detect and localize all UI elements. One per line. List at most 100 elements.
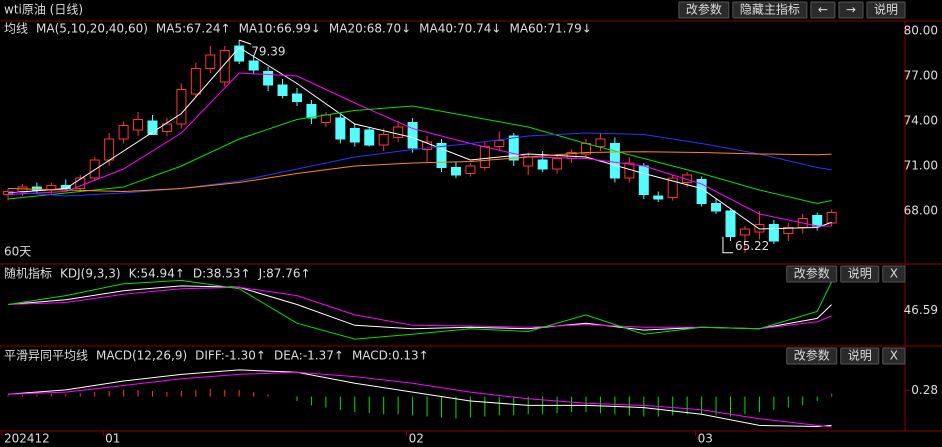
candle-body [768,224,779,242]
button-frame [840,347,880,365]
button-label[interactable]: 隐藏主指标 [740,2,800,17]
button[interactable]: X [882,347,906,365]
button[interactable]: ← [810,1,836,19]
button-frame [810,1,836,19]
candle-body [725,210,736,237]
candle-body [783,227,794,234]
button-frame [882,347,906,365]
button-label[interactable]: → [846,3,856,17]
candle-body [436,143,447,168]
candle-body [508,135,519,161]
chart-title: wti原油 (日线) [4,3,83,17]
y-tick-label: 80.00 [904,24,938,38]
x-tick-label: 02 [409,432,424,446]
legend-label: MACD:0.13↑ [352,349,429,363]
candle-body [234,45,245,62]
y-tick-label: 46.59 [904,303,938,317]
button[interactable]: X [882,265,906,283]
button-frame [866,1,906,19]
button-frame [732,1,808,19]
indicator-line [7,132,832,197]
y-tick-label: 77.00 [904,69,938,83]
indicator-line [7,46,832,230]
legend-label: DIFF:-1.30↑ [195,349,266,363]
candle-body [422,141,433,150]
button[interactable]: 说明 [840,347,880,365]
annotation-line [722,236,733,254]
button-label[interactable]: 说明 [848,348,872,363]
button-label[interactable]: 改参数 [794,266,830,281]
note: 60天 [4,245,31,259]
candle-body [147,120,158,135]
candle-body [205,54,216,69]
annotation: 65.22 [735,239,769,253]
button[interactable]: 改参数 [678,1,730,19]
button-label[interactable]: X [890,349,898,363]
legend-label: MA5:67.24↑ [156,22,231,36]
candle-body [378,134,389,146]
indicator-line [7,105,832,205]
y-tick-label: 0.28 [911,383,938,397]
legend-label: DEA:-1.37↑ [274,349,344,363]
button[interactable]: 隐藏主指标 [732,1,808,19]
candle-body [609,143,620,179]
candle-body [31,186,42,191]
legend-label: MA40:70.74↓ [419,22,501,36]
annotation: 79.39 [251,45,285,59]
candle-body [552,158,563,170]
button-label[interactable]: X [890,267,898,281]
button[interactable]: 说明 [840,265,880,283]
candle-body [89,159,100,179]
legend-label: MA10:66.99↓ [239,22,321,36]
candle-body [494,140,505,147]
button-frame [838,1,864,19]
candle-body [711,203,722,212]
candle-body [393,126,404,138]
button-frame [786,265,838,283]
candle-body [739,228,750,236]
candle-body [277,84,288,96]
candle-body [450,167,461,176]
candle-body [292,93,302,102]
x-tick-label: 03 [698,432,713,446]
candle-body [161,123,172,132]
legend-label: 随机指标 [4,266,52,281]
button-label[interactable]: 说明 [874,2,898,17]
legend-label: MA20:68.70↓ [329,22,411,36]
candle-body [133,119,144,131]
y-tick-label: 74.00 [904,114,938,128]
button-frame [786,347,838,365]
button-label[interactable]: 说明 [848,266,872,281]
legend-label: KDJ(9,3,3) [60,267,121,281]
button-label[interactable]: 改参数 [794,348,830,363]
candle-body [320,114,331,123]
candle-body [75,177,86,189]
candle-body [682,174,693,183]
candle-body [754,224,765,233]
candle-body [537,159,548,170]
indicator-line [7,279,833,340]
annotation-line [239,39,252,45]
candle-body [826,212,837,224]
candle-body [190,68,201,95]
legend-label: K:54.94↑ [129,267,185,281]
candle-body [176,89,187,125]
button-label[interactable]: 改参数 [686,2,722,17]
candle-body [523,156,534,167]
x-tick-label: 01 [105,432,120,446]
candle-body [104,138,115,161]
button[interactable]: 改参数 [786,265,838,283]
candle-body [812,215,823,227]
indicator-line [7,72,832,227]
button-label[interactable]: ← [818,3,828,17]
button[interactable]: → [838,1,864,19]
legend-label: 平滑异同平均线 [4,349,88,363]
candle-body [219,50,230,83]
button[interactable]: 说明 [866,1,906,19]
indicator-line [7,371,832,428]
indicator-line [7,151,832,193]
button[interactable]: 改参数 [786,347,838,365]
candle-body [479,146,490,168]
